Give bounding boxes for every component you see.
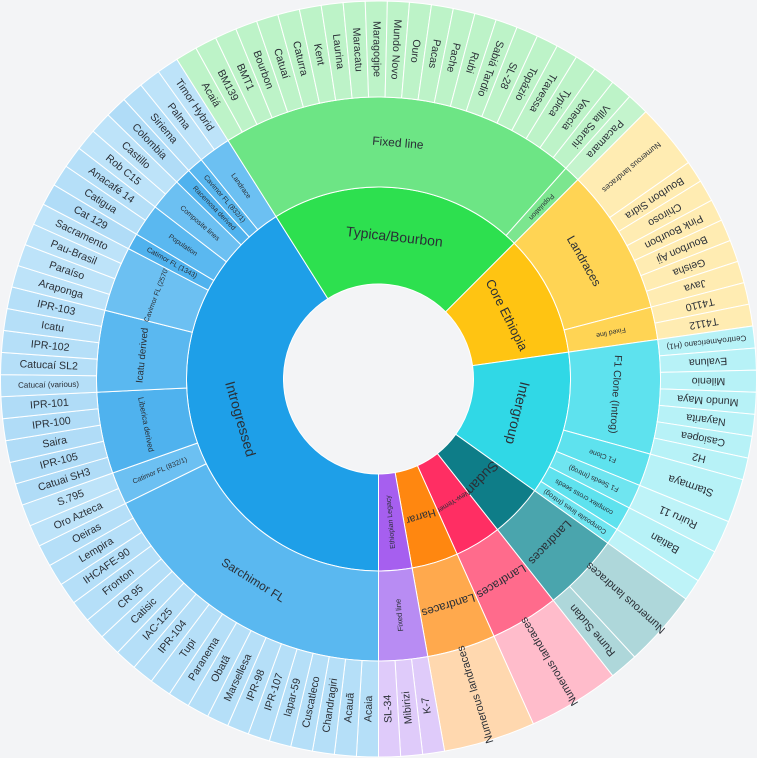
segment-label-rubi: Rubi bbox=[463, 50, 481, 74]
segment-label-mundo-novo: Mundo Novo bbox=[388, 19, 403, 80]
segment-label-h2: H2 bbox=[691, 450, 707, 465]
segment-label-icatu-derived: Icatu derived bbox=[134, 327, 150, 383]
segment-label-catuca-sl2: Catucaí SL2 bbox=[19, 358, 78, 372]
segment-label-fixed-line: Fixed line bbox=[393, 599, 405, 632]
segment-label-k-7: K-7 bbox=[420, 696, 434, 714]
segment-label-ipr-102: IPR-102 bbox=[30, 338, 70, 354]
segment-label-f1-clone-introg: F1 Clone (Introg) bbox=[607, 355, 623, 434]
segment-label-t4112: T4112 bbox=[688, 315, 719, 332]
segment-label-milenio: Milenio bbox=[692, 375, 726, 387]
segment-label-kent: Kent bbox=[311, 43, 327, 67]
segment-label-laurina: Laurina bbox=[330, 33, 346, 70]
segment-label-pacas: Pacas bbox=[426, 38, 443, 69]
segment-label-acaia: Acaia bbox=[362, 695, 375, 722]
segment-label-sl-34: SL-34 bbox=[382, 694, 395, 723]
segment-label-mibirizi: Mibirizi bbox=[400, 691, 415, 725]
segment-label-ipr-100: IPR-100 bbox=[31, 415, 71, 432]
segment-label-evaluna: Evaluna bbox=[689, 355, 728, 369]
segment-label-ipr-101: IPR-101 bbox=[30, 397, 70, 412]
segment-label-ethiopian-legacy: Ethiopian Legacy bbox=[385, 494, 397, 549]
center-hole bbox=[283, 284, 474, 474]
segment-label-icatu: Icatu bbox=[40, 319, 65, 334]
segment-label-maragogipe: Maragogipe bbox=[370, 21, 382, 77]
segment-label-catuca-various: Catucaí (various) bbox=[18, 380, 79, 390]
segment-sl-34[interactable] bbox=[378, 659, 402, 758]
segment-label-fixed-line: Fixed line bbox=[372, 134, 425, 152]
segment-label-nayarita: Nayarita bbox=[686, 411, 727, 428]
segment-label-maracatu: Maracatu bbox=[350, 27, 365, 72]
segment-label-ouro: Ouro bbox=[408, 39, 423, 64]
segment-label-acau: Acauã bbox=[342, 692, 357, 723]
segment-label-mundo-maya: Mundo Maya bbox=[677, 392, 739, 408]
segment-label-saira: Saira bbox=[41, 434, 68, 451]
